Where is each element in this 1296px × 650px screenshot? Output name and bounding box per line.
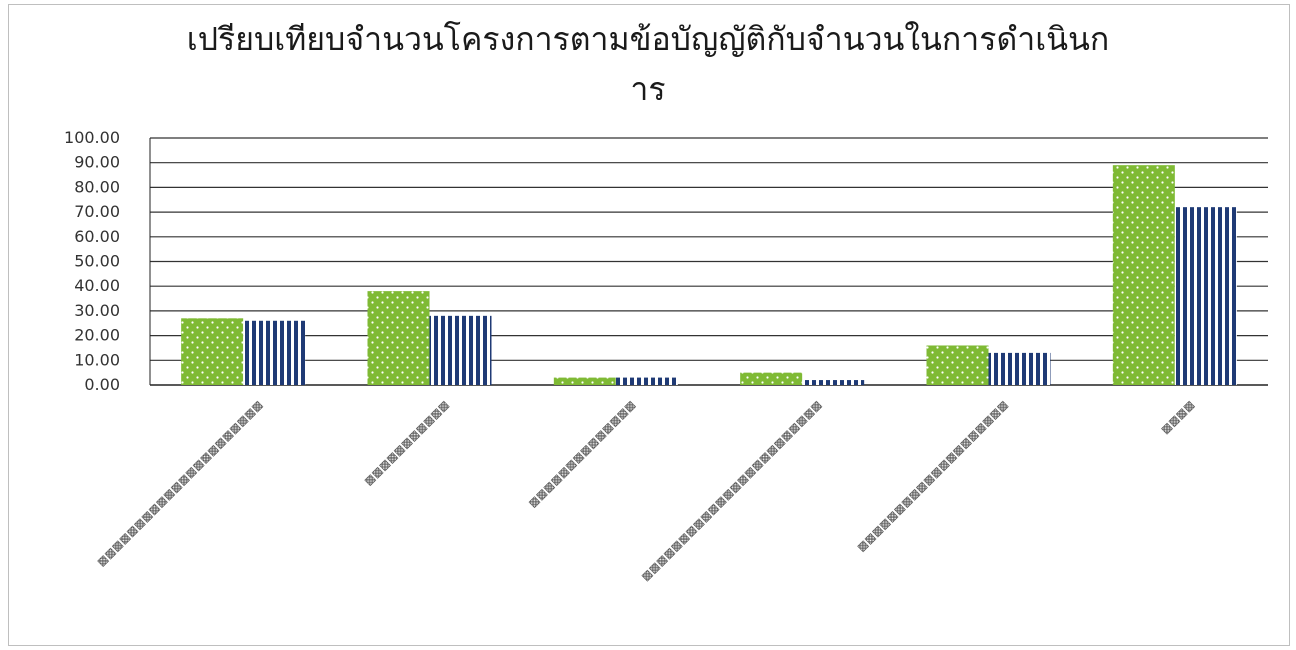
chart-title: เปรียบเทียบจำนวนโครงการตามข้อบัญญัติกับจ… [0, 14, 1296, 114]
x-tick-label: ▩▩▩▩▩▩▩▩▩▩▩▩▩▩▩▩▩▩▩▩▩▩▩▩ [639, 398, 825, 584]
x-tick-label: ▩▩▩▩ [1158, 398, 1197, 437]
chart-title-line-1: เปรียบเทียบจำนวนโครงการตามข้อบัญญัติกับจ… [186, 20, 1110, 58]
bar-series-1 [1112, 165, 1175, 385]
y-tick-label: 10.00 [74, 350, 120, 369]
bar-series-2 [615, 377, 678, 385]
y-tick-label: 50.00 [74, 252, 120, 271]
chart-title-line-2: าร [630, 70, 666, 108]
x-tick-label: ▩▩▩▩▩▩▩▩▩▩▩▩▩▩▩▩▩▩▩▩▩▩ [94, 398, 265, 569]
x-tick-label: ▩▩▩▩▩▩▩▩▩▩▩ [362, 398, 452, 488]
bar-series-1 [926, 345, 989, 385]
y-tick-label: 40.00 [74, 276, 120, 295]
y-tick-label: 90.00 [74, 153, 120, 172]
bar-series-1 [553, 377, 616, 385]
bars [181, 165, 1237, 385]
gridlines [150, 137, 1268, 386]
bar-series-2 [1174, 207, 1237, 385]
bar-series-1 [367, 291, 430, 385]
y-tick-label: 30.00 [74, 301, 120, 320]
x-axis: ▩▩▩▩▩▩▩▩▩▩▩▩▩▩▩▩▩▩▩▩▩▩ ▩▩▩▩▩▩▩▩▩▩▩ ▩▩▩▩▩▩▩… [94, 398, 1197, 584]
bar-series-1 [181, 318, 244, 385]
bar-series-2 [429, 315, 492, 385]
x-tick-label: ▩▩▩▩▩▩▩▩▩▩▩▩▩▩▩▩▩▩▩▩ [854, 398, 1010, 554]
y-tick-label: 20.00 [74, 326, 120, 345]
y-tick-label: 80.00 [74, 177, 120, 196]
bar-series-2 [243, 320, 306, 385]
y-tick-label: 0.00 [84, 375, 120, 394]
bar-series-2 [802, 380, 865, 385]
bar-series-1 [740, 372, 803, 385]
y-tick-label: 100.00 [64, 128, 120, 147]
x-tick-label: ▩▩▩▩▩▩▩▩▩▩▩▩▩▩ [526, 398, 638, 510]
y-tick-label: 60.00 [74, 227, 120, 246]
y-tick-label: 70.00 [74, 202, 120, 221]
y-axis: 0.00 10.00 20.00 30.00 40.00 50.00 60.00 70.00 8… [64, 128, 151, 394]
bar-series-2 [988, 352, 1051, 385]
